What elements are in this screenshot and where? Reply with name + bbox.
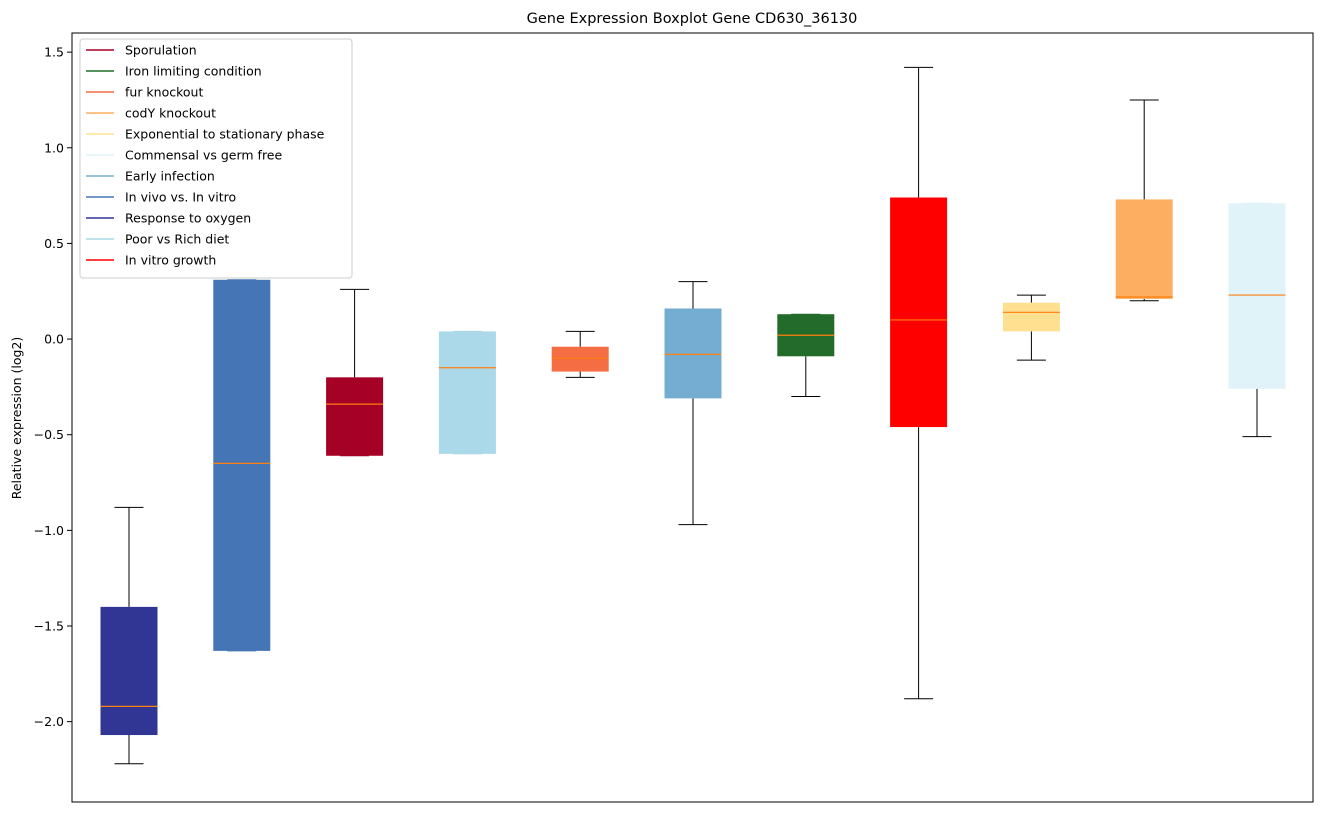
legend-box: [79, 38, 353, 279]
y-axis-label: Relative expression (log2): [9, 337, 24, 500]
legend-label: Sporulation: [125, 43, 197, 58]
legend-item: codY knockout: [86, 106, 216, 121]
y-tick-label: −1.5: [34, 619, 64, 634]
legend-item: Poor vs Rich diet: [86, 232, 229, 247]
legend-label: Iron limiting condition: [125, 64, 262, 79]
box-body: [326, 377, 384, 456]
legend-item: Iron limiting condition: [86, 64, 262, 79]
legend-label: codY knockout: [125, 106, 216, 121]
legend-label: Exponential to stationary phase: [125, 127, 325, 142]
legend-label: In vitro growth: [125, 253, 216, 268]
legend-label: Commensal vs germ free: [125, 148, 282, 163]
legend-item: fur knockout: [86, 85, 203, 100]
y-tick-label: −0.5: [34, 427, 64, 442]
y-tick-label: 1.0: [44, 140, 64, 155]
box-body: [100, 606, 158, 736]
y-tick-label: −1.0: [34, 523, 64, 538]
legend-item: Commensal vs germ free: [86, 148, 282, 163]
legend-label: Response to oxygen: [125, 211, 251, 226]
box-iron-limiting-condition: [777, 313, 835, 397]
legend-item: Response to oxygen: [86, 211, 251, 226]
legend-item: In vitro growth: [86, 253, 216, 268]
box-body: [1228, 203, 1286, 389]
y-tick-label: −2.0: [34, 714, 64, 729]
box-body: [438, 331, 496, 454]
legend-item: Early infection: [86, 169, 215, 184]
box-body: [1002, 302, 1060, 332]
y-tick-label: 1.5: [44, 45, 64, 60]
box-sporulation: [326, 288, 384, 457]
legend-label: fur knockout: [125, 85, 203, 100]
legend-label: Early infection: [125, 169, 215, 184]
box-early-infection: [664, 281, 722, 526]
legend-item: In vivo vs. In vitro: [86, 190, 236, 205]
box-body: [551, 346, 609, 372]
legend-label: Poor vs Rich diet: [125, 232, 229, 247]
box-cody-knockout: [1115, 99, 1173, 302]
box-body: [1115, 199, 1173, 299]
plot-area: 1.5 1.0 0.5 0.0 −0.5 −1.0 −1.5 −2.0: [34, 32, 1314, 803]
legend: Sporulation Iron limiting condition fur kn…: [79, 38, 353, 279]
y-tick-label: 0.5: [44, 236, 64, 251]
box-body: [664, 308, 722, 399]
axes-frame: [71, 32, 1314, 803]
box-exponential-to-stationary-phase: [1002, 294, 1060, 361]
box-body: [213, 279, 271, 651]
box-response-to-oxygen: [100, 506, 158, 765]
box-commensal-vs-germ-free: [1228, 202, 1286, 438]
chart-title: Gene Expression Boxplot Gene CD630_36130: [527, 11, 858, 27]
box-in-vitro-growth: [890, 66, 948, 700]
y-tick-label: 0.0: [44, 332, 64, 347]
box-poor-vs-rich-diet: [438, 330, 496, 455]
box-fur-knockout: [551, 330, 609, 378]
box-in-vivo-vs-in-vitro: [213, 279, 271, 652]
legend-item: Exponential to stationary phase: [86, 127, 325, 142]
box-body: [890, 197, 948, 428]
legend-label: In vivo vs. In vitro: [125, 190, 236, 205]
legend-item: Sporulation: [86, 43, 197, 58]
